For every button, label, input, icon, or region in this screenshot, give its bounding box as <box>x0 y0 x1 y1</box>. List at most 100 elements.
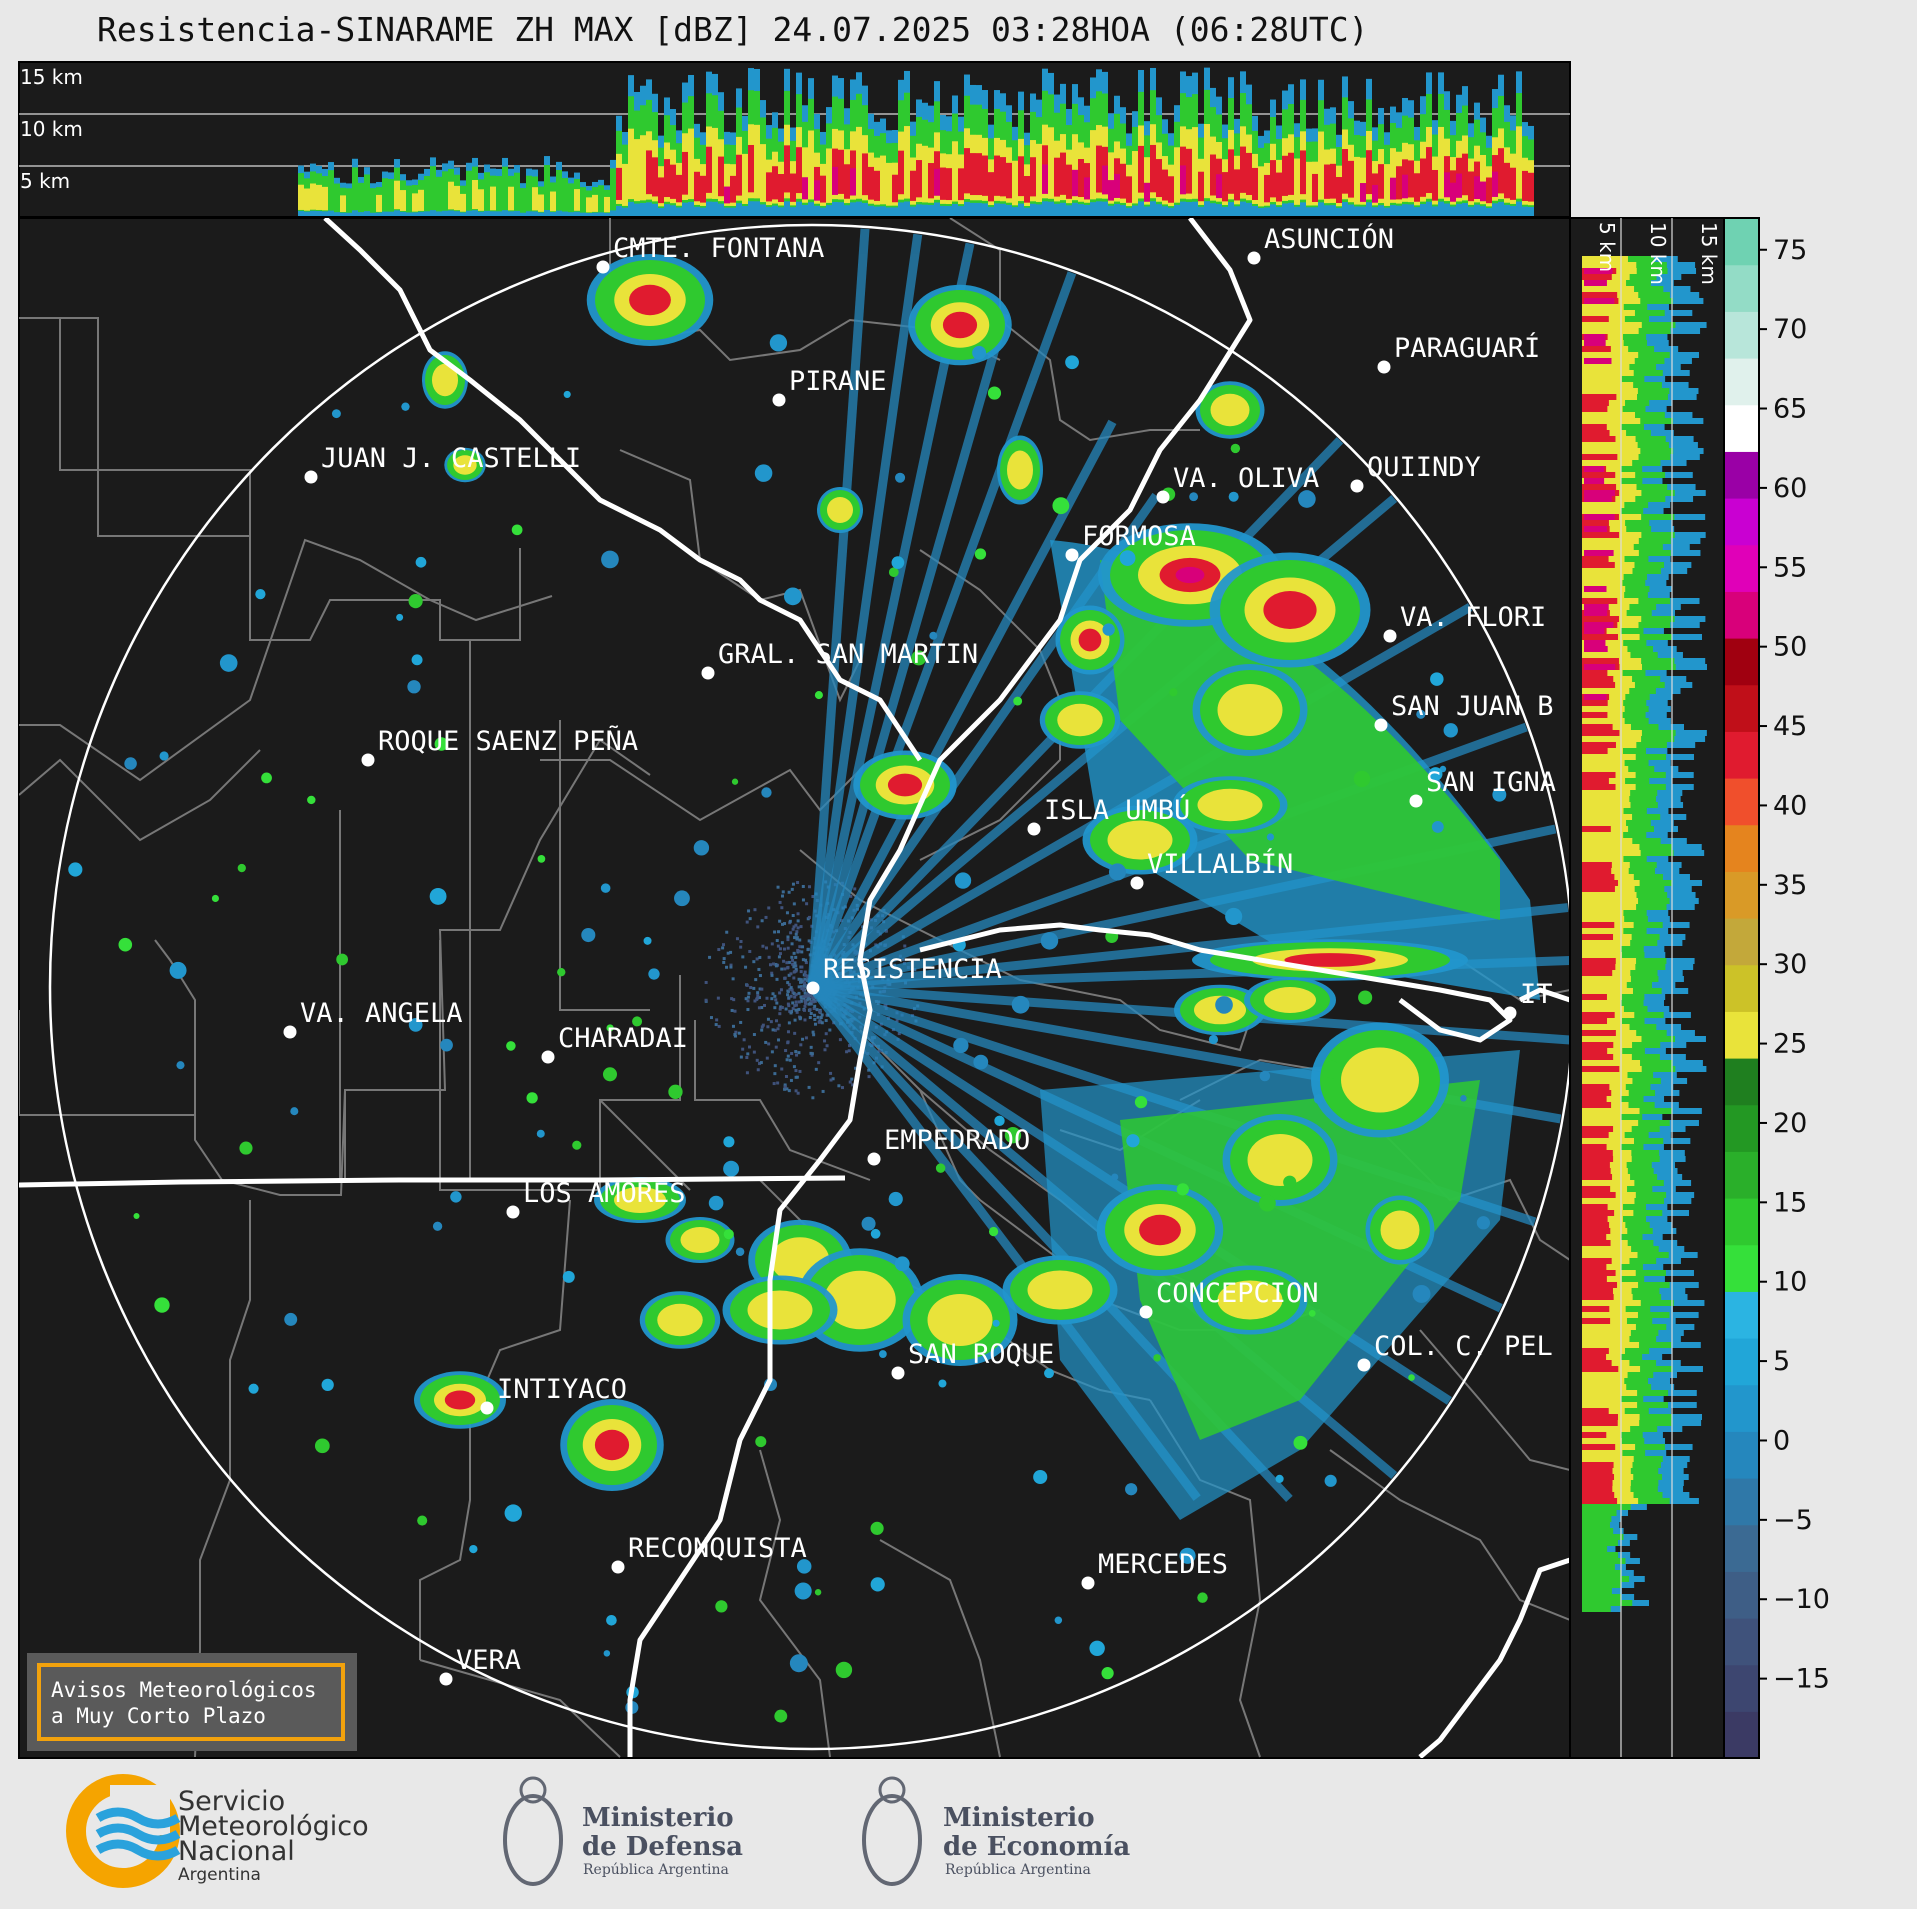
side-label-10km: 10 km <box>1646 222 1670 285</box>
place-marker-va-angela <box>283 1025 297 1039</box>
place-label-va-oliva: VA. OLIVA <box>1173 463 1319 494</box>
colorbar-tick-label: 40 <box>1773 790 1807 821</box>
place-marker-villalb-n <box>1130 876 1144 890</box>
colorbar-tick-label: 25 <box>1773 1029 1807 1060</box>
smn-line4: Argentina <box>178 1865 261 1885</box>
place-marker-gral-san-martin <box>701 666 715 680</box>
place-marker-isla-umb <box>1027 822 1041 836</box>
defensa-line2: de Defensa <box>582 1832 743 1862</box>
colorbar-tick-label: 60 <box>1773 473 1807 504</box>
place-label-villalb-n: VILLALBÍN <box>1147 848 1293 880</box>
colorbar-swatch <box>1724 311 1759 359</box>
place-marker-san-roque <box>891 1366 905 1380</box>
smn-logo: Servicio Meteorológico Nacional Argentin… <box>66 1774 369 1888</box>
range-ring <box>48 223 1570 1751</box>
colorbar-swatch <box>1724 1151 1759 1199</box>
defensa-line3: República Argentina <box>583 1862 729 1878</box>
place-label-col-c-pel: COL. C. PEL <box>1374 1331 1553 1362</box>
colorbar-tick-label: 70 <box>1773 314 1807 345</box>
colorbar-swatch <box>1724 871 1759 919</box>
colorbar-swatch <box>1724 731 1759 779</box>
place-label-san-roque: SAN ROQUE <box>908 1339 1054 1370</box>
radar-echoes <box>68 228 1570 1723</box>
colorbar-tick-label: 75 <box>1773 235 1807 266</box>
place-marker-cmte-fontana <box>596 260 610 274</box>
place-marker-juan-j-castelli <box>304 470 318 484</box>
place-marker-quiindy <box>1350 479 1364 493</box>
colorbar-tick-label: 35 <box>1773 870 1807 901</box>
colorbar-swatch <box>1724 1618 1759 1666</box>
colorbar-tick-label: 5 <box>1773 1346 1790 1377</box>
place-label-vera: VERA <box>456 1645 521 1676</box>
smn-line2: Meteorológico <box>178 1811 369 1842</box>
coat-of-arms-icon <box>862 1794 922 1886</box>
colorbar-swatch <box>1724 451 1759 499</box>
colorbar-tick-label: −10 <box>1773 1584 1830 1615</box>
coat-of-arms-icon <box>503 1794 563 1886</box>
place-label-va-florida: VA. FLORI <box>1400 602 1546 633</box>
place-marker-charadai <box>541 1050 555 1064</box>
place-marker-roque-saenz-pe-a <box>361 753 375 767</box>
economia-line3: República Argentina <box>945 1862 1091 1878</box>
place-label-concepcion: CONCEPCION <box>1156 1278 1319 1309</box>
place-label-va-angela: VA. ANGELA <box>300 998 463 1029</box>
colorbar-swatch <box>1724 544 1759 592</box>
colorbar-swatch <box>1724 1104 1759 1152</box>
colorbar-swatch <box>1724 358 1759 406</box>
colorbar-swatch <box>1724 1058 1759 1106</box>
notice-line2: a Muy Corto Plazo <box>51 1704 266 1728</box>
map-title: Resistencia-SINARAME ZH MAX [dBZ] 24.07.… <box>97 10 1369 49</box>
place-marker-pirane <box>772 393 786 407</box>
place-marker-col-c-pel <box>1357 1358 1371 1372</box>
colorbar-tick-label: 20 <box>1773 1108 1807 1139</box>
colorbar-swatch <box>1724 638 1759 686</box>
place-label-it: IT <box>1520 979 1553 1010</box>
smn-line3: Nacional <box>178 1836 295 1867</box>
colorbar-swatch <box>1724 264 1759 312</box>
place-marker-asunci-n <box>1247 251 1261 265</box>
rivers <box>19 218 1570 1758</box>
top-reflectivity-profile <box>298 67 1534 217</box>
place-label-san-ignacio: SAN IGNA <box>1426 767 1556 798</box>
economia-line1: Ministerio <box>943 1803 1095 1833</box>
place-marker-va-florida <box>1383 629 1397 643</box>
colorbar-swatch <box>1724 1198 1759 1246</box>
colorbar-swatch <box>1724 1664 1759 1712</box>
colorbar-swatch <box>1724 1524 1759 1572</box>
colorbar-tick-label: 30 <box>1773 949 1807 980</box>
colorbar-swatch <box>1724 591 1759 639</box>
notice-border <box>37 1663 345 1741</box>
place-label-formosa: FORMOSA <box>1082 521 1196 552</box>
place-marker-mercedes <box>1081 1576 1095 1590</box>
place-marker-intiyaco <box>480 1401 494 1415</box>
place-marker-san-ignacio <box>1409 794 1423 808</box>
economia-logo: Ministerio de Economía República Argenti… <box>862 1776 1130 1886</box>
place-marker-formosa <box>1065 548 1079 562</box>
notice-line1: Avisos Meteorológicos <box>51 1678 317 1702</box>
colorbar-tick-label: 45 <box>1773 711 1807 742</box>
place-marker-empedrado <box>867 1152 881 1166</box>
colorbar-swatch <box>1724 1338 1759 1386</box>
smn-line1: Servicio <box>178 1786 285 1817</box>
top-label-10km: 10 km <box>20 117 83 141</box>
colorbar-swatch <box>1724 964 1759 1012</box>
colorbar-swatch <box>1724 1384 1759 1432</box>
notice-box: Avisos Meteorológicos a Muy Corto Plazo <box>27 1653 357 1751</box>
colorbar-swatch <box>1724 1291 1759 1339</box>
place-label-reconquista: RECONQUISTA <box>628 1533 807 1564</box>
place-label-cmte-fontana: CMTE. FONTANA <box>613 233 824 264</box>
colorbar-swatch <box>1724 218 1759 266</box>
colorbar-tick-label: 10 <box>1773 1267 1807 1298</box>
place-marker-resistencia <box>806 981 820 995</box>
colorbar-tick-label: 0 <box>1773 1425 1790 1456</box>
colorbar-tick-label: 65 <box>1773 394 1807 425</box>
place-marker-paraguar <box>1377 360 1391 374</box>
colorbar-swatch <box>1724 498 1759 546</box>
place-label-paraguar: PARAGUARÍ <box>1394 332 1540 364</box>
side-label-5km: 5 km <box>1595 222 1619 272</box>
place-marker-it <box>1503 1006 1517 1020</box>
place-label-empedrado: EMPEDRADO <box>884 1125 1030 1156</box>
place-marker-reconquista <box>611 1560 625 1574</box>
place-label-intiyaco: INTIYACO <box>497 1374 627 1405</box>
